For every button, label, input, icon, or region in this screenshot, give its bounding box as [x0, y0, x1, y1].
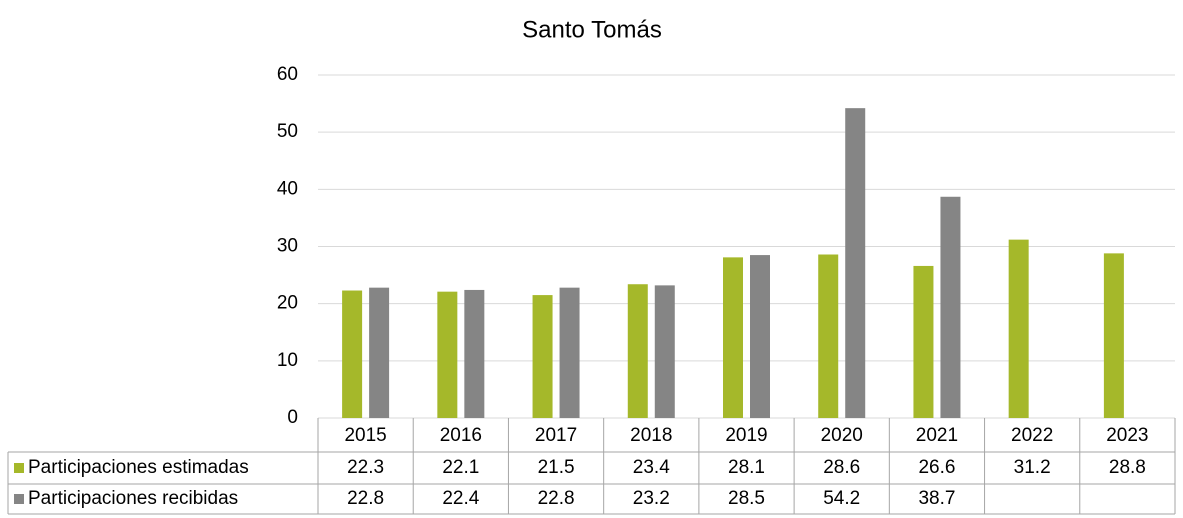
- table-value: 28.8: [1109, 457, 1146, 478]
- table-value: 54.2: [823, 488, 860, 509]
- legend-swatch: [14, 463, 24, 473]
- bar: [723, 257, 743, 418]
- table-value: 28.5: [728, 488, 765, 509]
- table-value: 28.1: [728, 457, 765, 478]
- x-tick-label: 2022: [1011, 425, 1053, 446]
- table-value: 31.2: [1014, 457, 1051, 478]
- y-tick-label: 60: [277, 64, 298, 85]
- table-value: 38.7: [918, 488, 955, 509]
- y-tick-label: 30: [277, 236, 298, 257]
- x-tick-label: 2019: [725, 425, 767, 446]
- table-value: 21.5: [538, 457, 575, 478]
- bar: [818, 254, 839, 418]
- x-tick-label: 2021: [916, 425, 958, 446]
- x-tick-label: 2016: [440, 425, 482, 446]
- legend-label: Participaciones recibidas: [28, 488, 238, 509]
- x-tick-label: 2023: [1106, 425, 1148, 446]
- legend-label: Participaciones estimadas: [28, 457, 249, 478]
- bar: [750, 255, 770, 418]
- x-tick-label: 2020: [821, 425, 863, 446]
- bar: [940, 196, 961, 418]
- bar: [342, 290, 363, 418]
- table-value: 22.8: [538, 488, 575, 509]
- bar: [654, 285, 675, 418]
- legend-swatch: [14, 494, 24, 504]
- table-value: 22.3: [347, 457, 384, 478]
- table-value: 22.8: [347, 488, 384, 509]
- y-tick-label: 20: [277, 293, 298, 314]
- table-value: 28.6: [823, 457, 860, 478]
- bar: [464, 289, 485, 418]
- x-tick-label: 2015: [344, 425, 386, 446]
- y-tick-label: 10: [277, 350, 298, 371]
- chart-title: Santo Tomás: [522, 16, 662, 43]
- bar: [437, 291, 458, 418]
- table-value: 22.4: [442, 488, 479, 509]
- y-tick-label: 40: [277, 178, 298, 199]
- bar: [1008, 239, 1029, 418]
- x-tick-label: 2018: [630, 425, 672, 446]
- table-value: 23.4: [633, 457, 670, 478]
- table-value: 26.6: [918, 457, 955, 478]
- y-tick-label: 0: [287, 407, 298, 428]
- bar: [1103, 253, 1124, 418]
- x-tick-label: 2017: [535, 425, 577, 446]
- bar: [627, 284, 648, 418]
- bar: [369, 287, 390, 418]
- table-value: 22.1: [442, 457, 479, 478]
- bar: [913, 265, 934, 418]
- table-value: 23.2: [633, 488, 670, 509]
- bar: [532, 295, 553, 418]
- y-tick-label: 50: [277, 121, 298, 142]
- bar: [559, 287, 580, 418]
- bar: [845, 108, 866, 418]
